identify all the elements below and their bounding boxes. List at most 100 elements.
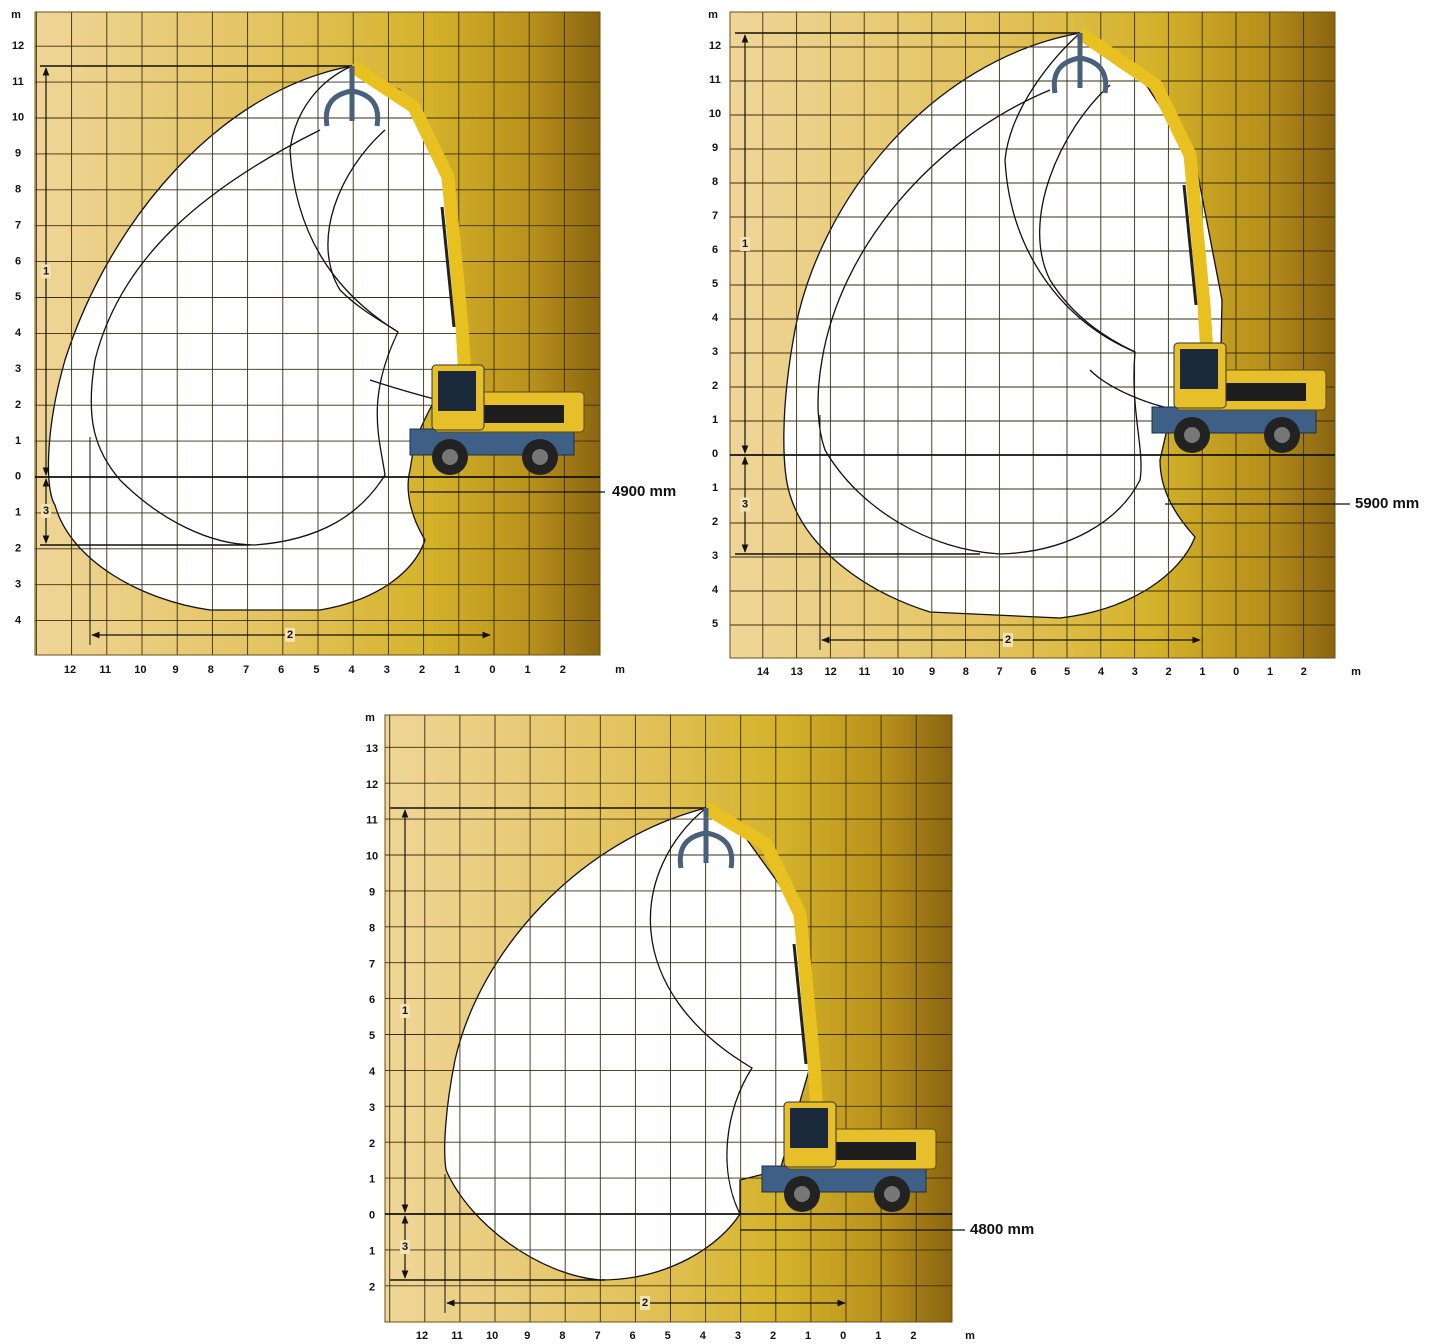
x-axis-label: 8 (559, 1330, 565, 1342)
x-axis-label: 7 (594, 1330, 600, 1342)
depth-label: 4900 mm (612, 483, 676, 500)
dimension-label-2: 2 (287, 629, 293, 641)
y-axis-label: 1 (15, 507, 21, 519)
y-axis-label: 2 (15, 543, 21, 555)
y-axis-label: 4 (15, 614, 22, 626)
y-axis-label: 7 (712, 210, 718, 222)
x-axis-unit: m (615, 664, 625, 676)
x-axis-label: 9 (524, 1330, 530, 1342)
engine-panel (484, 405, 564, 423)
x-axis-label: 0 (1233, 666, 1239, 678)
reach-curve (369, 379, 439, 401)
x-axis-label: 3 (384, 664, 390, 676)
x-axis-label: 1 (805, 1330, 811, 1342)
y-axis-label: 4 (15, 327, 22, 339)
dimension-label-1: 1 (402, 1005, 408, 1017)
cab-window (1180, 349, 1218, 389)
y-axis-label: 6 (712, 244, 718, 256)
wheel-hub (532, 449, 548, 465)
x-axis-label: 10 (134, 664, 146, 676)
dimension-label-2-bg (1003, 633, 1013, 647)
y-axis-label: 9 (712, 142, 718, 154)
x-axis-unit: m (965, 1330, 975, 1342)
x-axis-unit: m (1351, 666, 1361, 678)
dimension-label-1: 1 (742, 238, 748, 250)
y-axis-label: 11 (366, 815, 378, 827)
x-axis-label: 0 (840, 1330, 846, 1342)
y-axis-unit: m (365, 712, 375, 724)
y-axis-label: 13 (366, 743, 378, 755)
y-axis-label: 2 (369, 1138, 375, 1150)
x-axis-label: 1 (1199, 666, 1205, 678)
x-axis-label: 1 (525, 664, 531, 676)
x-axis-label: 5 (665, 1330, 671, 1342)
reach-curve (90, 65, 399, 546)
excavator (677, 802, 937, 1212)
x-axis-label: 9 (929, 666, 935, 678)
grapple (677, 808, 735, 869)
y-axis-label: 3 (712, 550, 718, 562)
y-axis-label: 5 (712, 618, 718, 630)
boom (1076, 27, 1215, 371)
x-axis-label: 11 (451, 1330, 463, 1342)
dimension-label-1: 1 (43, 265, 49, 277)
dimension-label-1-bg (41, 264, 51, 279)
x-axis-label: 2 (560, 664, 566, 676)
panel-border (729, 11, 1336, 659)
boom-cylinder (792, 943, 808, 1065)
x-axis-label: 5 (313, 664, 319, 676)
y-axis-label: 3 (369, 1102, 375, 1114)
reach-curve (817, 32, 1142, 555)
x-axis-label: 7 (243, 664, 249, 676)
y-axis-label: 10 (12, 112, 24, 124)
x-axis-label: 2 (1166, 666, 1172, 678)
y-axis-label: 11 (12, 76, 24, 88)
x-axis-label: 6 (1030, 666, 1036, 678)
x-axis-label: 2 (1301, 666, 1307, 678)
dimension-label-3-bg (400, 1240, 410, 1254)
y-axis-label: 5 (15, 291, 21, 303)
y-axis-label: 5 (369, 1030, 375, 1042)
grapple (1051, 33, 1109, 94)
y-axis-label: 6 (15, 255, 21, 267)
x-axis-label: 12 (824, 666, 836, 678)
x-axis-label: 4 (1098, 666, 1105, 678)
reach-curve (1039, 84, 1136, 353)
cab-window (790, 1108, 828, 1148)
excavator (323, 60, 585, 475)
x-axis-label: 7 (997, 666, 1003, 678)
y-axis-unit: m (11, 9, 21, 21)
y-axis-label: 2 (712, 380, 718, 392)
y-axis-label: 9 (369, 887, 375, 899)
y-axis-label: 3 (15, 578, 21, 590)
y-axis-label: 0 (712, 448, 718, 460)
x-axis-label: 6 (630, 1330, 636, 1342)
boom-cylinder (1182, 184, 1198, 306)
x-axis-label: 1 (454, 664, 460, 676)
wheel-hub (1184, 427, 1200, 443)
wheel-hub (442, 449, 458, 465)
y-axis-label: 10 (366, 851, 378, 863)
panel-border (34, 11, 601, 656)
y-axis-label: 1 (369, 1174, 375, 1186)
x-axis-label: 0 (489, 664, 495, 676)
depth-label: 5900 mm (1355, 495, 1419, 512)
dimension-label-3-bg (740, 497, 750, 512)
y-axis-label: 1 (369, 1246, 375, 1258)
x-axis-label: 14 (757, 666, 770, 678)
y-axis-label: 2 (15, 399, 21, 411)
reach-envelope (783, 32, 1223, 619)
dimension-label-3: 3 (43, 505, 49, 517)
y-axis-label: 7 (15, 219, 21, 231)
y-axis-label: 8 (15, 184, 21, 196)
x-axis-label: 11 (859, 666, 871, 678)
x-axis-label: 8 (208, 664, 214, 676)
engine-panel (836, 1142, 916, 1160)
y-axis-label: 4 (712, 312, 719, 324)
y-axis-label: 2 (369, 1281, 375, 1293)
